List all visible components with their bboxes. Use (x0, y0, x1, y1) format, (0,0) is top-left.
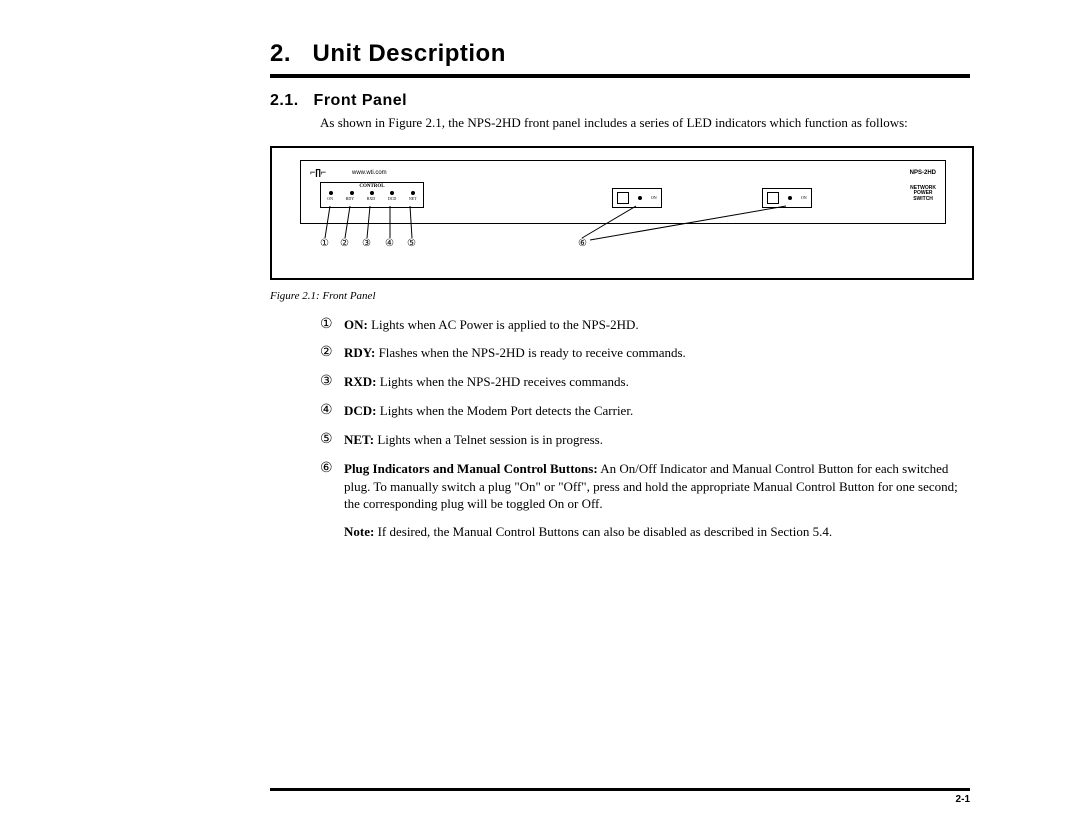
item-num-2: ② (320, 344, 344, 363)
network-power-switch-label: NETWORKPOWERSWITCH (910, 186, 936, 203)
item-num-4: ④ (320, 402, 344, 421)
chapter-title: 2. Unit Description (270, 40, 970, 68)
plug-box-1: ON (612, 188, 662, 208)
item-2: ② RDY: Flashes when the NPS-2HD is ready… (320, 344, 970, 363)
figure-caption: Figure 2.1: Front Panel (270, 290, 970, 302)
callout-6: ⑥ (578, 238, 587, 249)
led-net (411, 191, 415, 195)
plug-button-1 (617, 192, 629, 204)
section-name: Front Panel (314, 92, 408, 109)
chapter-name: Unit Description (313, 40, 506, 67)
page-footer: 2-1 (270, 788, 970, 791)
plug-on-2: ON (801, 195, 807, 200)
item-6: ⑥ Plug Indicators and Manual Control But… (320, 460, 970, 513)
plug-box-2: ON (762, 188, 812, 208)
item-text-5: Lights when a Telnet session is in progr… (374, 432, 603, 447)
led-rdy (350, 191, 354, 195)
item-label-5: NET: (344, 432, 374, 447)
control-title: CONTROL (321, 184, 423, 189)
item-label-2: RDY: (344, 345, 375, 360)
led-labels: ON RDY RXD DCD NET (321, 196, 423, 201)
led-row (321, 191, 423, 195)
item-num-5: ⑤ (320, 431, 344, 450)
panel-url: www.wti.com (352, 170, 387, 176)
item-4: ④ DCD: Lights when the Modem Port detect… (320, 402, 970, 421)
item-num-1: ① (320, 316, 344, 335)
chapter-rule (270, 74, 970, 78)
led-dcd (390, 191, 394, 195)
led-rxd (370, 191, 374, 195)
page-number: 2-1 (956, 794, 970, 805)
item-list: ① ON: Lights when AC Power is applied to… (320, 316, 970, 513)
callout-3: ③ (362, 238, 371, 249)
panel-model: NPS-2HD (910, 170, 936, 176)
plug-on-1: ON (651, 195, 657, 200)
led-label-dcd: DCD (388, 196, 396, 201)
item-5: ⑤ NET: Lights when a Telnet session is i… (320, 431, 970, 450)
led-label-net: NET (409, 196, 417, 201)
plug-led-1 (638, 196, 642, 200)
item-1: ① ON: Lights when AC Power is applied to… (320, 316, 970, 335)
figure-front-panel: ⌐∏⌐ www.wti.com NPS-2HD CONTROL ON RDY R… (270, 146, 974, 280)
item-label-6: Plug Indicators and Manual Control Butto… (344, 461, 598, 476)
footer-rule (270, 788, 970, 791)
control-box: CONTROL ON RDY RXD DCD NET (320, 182, 424, 208)
callout-2: ② (340, 238, 349, 249)
item-3: ③ RXD: Lights when the NPS-2HD receives … (320, 373, 970, 392)
callout-1: ① (320, 238, 329, 249)
item-text-2: Flashes when the NPS-2HD is ready to rec… (375, 345, 686, 360)
intro-paragraph: As shown in Figure 2.1, the NPS-2HD fron… (320, 114, 970, 132)
item-label-4: DCD: (344, 403, 377, 418)
note-text: If desired, the Manual Control Buttons c… (374, 524, 832, 539)
plug-button-2 (767, 192, 779, 204)
item-text-1: Lights when AC Power is applied to the N… (368, 317, 639, 332)
led-label-on: ON (327, 196, 333, 201)
item-text-3: Lights when the NPS-2HD receives command… (377, 374, 629, 389)
item-num-3: ③ (320, 373, 344, 392)
section-title: 2.1. Front Panel (270, 92, 970, 110)
item-text-4: Lights when the Modem Port detects the C… (377, 403, 634, 418)
page-content: 2. Unit Description 2.1. Front Panel As … (270, 40, 970, 540)
note: Note: If desired, the Manual Control But… (344, 523, 970, 541)
led-on (329, 191, 333, 195)
item-label-3: RXD: (344, 374, 377, 389)
callout-5: ⑤ (407, 238, 416, 249)
item-num-6: ⑥ (320, 460, 344, 513)
item-label-1: ON: (344, 317, 368, 332)
led-label-rxd: RXD (367, 196, 375, 201)
callout-4: ④ (385, 238, 394, 249)
note-label: Note: (344, 524, 374, 539)
panel-logo: ⌐∏⌐ (310, 168, 326, 178)
plug-led-2 (788, 196, 792, 200)
led-label-rdy: RDY (346, 196, 354, 201)
section-number: 2.1. (270, 92, 299, 109)
chapter-number: 2. (270, 40, 291, 67)
